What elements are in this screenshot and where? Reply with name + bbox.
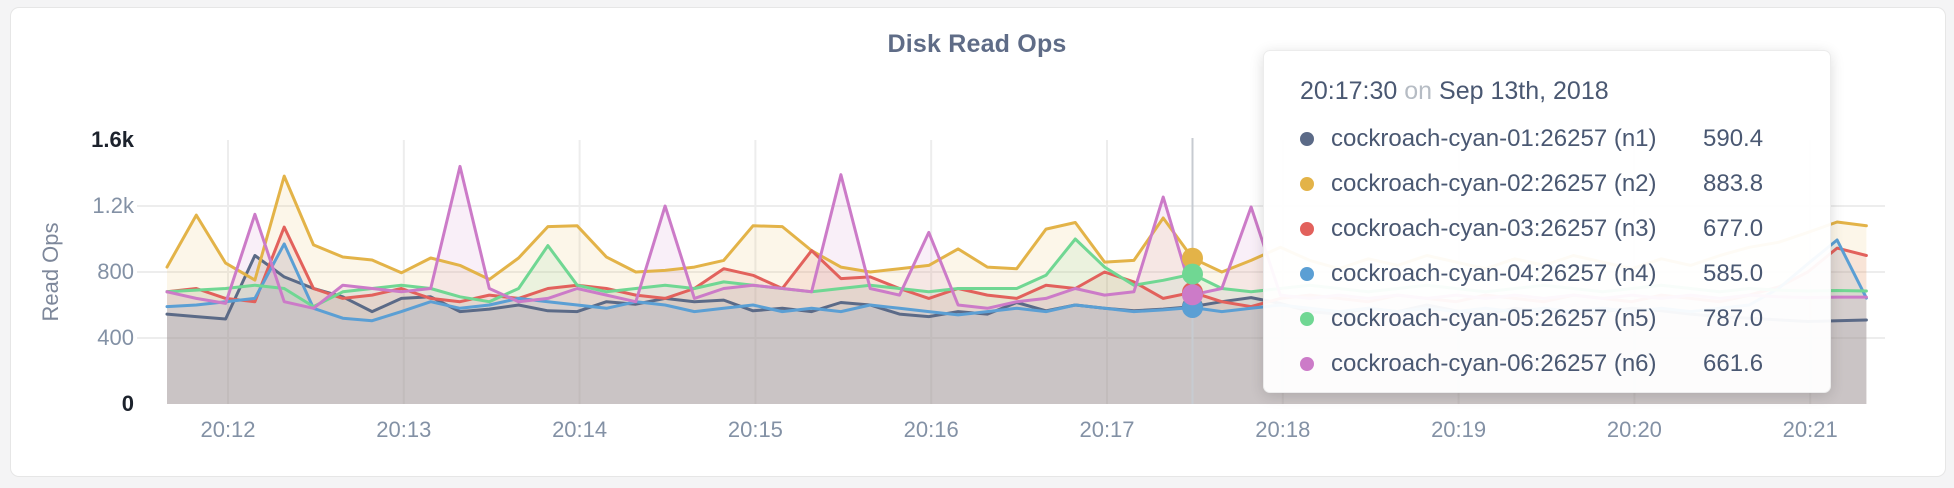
tooltip-row-label: cockroach-cyan-03:26257 (n3)	[1331, 214, 1657, 242]
x-tick-label: 20:21	[1782, 417, 1838, 442]
hover-dot	[1182, 284, 1203, 306]
y-tick-label: 1.6k	[91, 127, 134, 152]
x-tick-label: 20:15	[727, 417, 783, 442]
tooltip-row: cockroach-cyan-01:26257 (n1) 590.4	[1300, 116, 1800, 161]
series-color-dot-icon	[1300, 266, 1314, 281]
tooltip-time: 20:17:30	[1300, 77, 1398, 105]
x-tick-label: 20:12	[200, 417, 256, 442]
tooltip-row-label: cockroach-cyan-06:26257 (n6)	[1331, 349, 1657, 377]
chart-title: Disk Read Ops	[887, 30, 1067, 58]
hover-dot	[1182, 263, 1203, 285]
tooltip-row-value: 787.0	[1703, 304, 1764, 332]
tooltip-row: cockroach-cyan-04:26257 (n4) 585.0	[1300, 251, 1800, 296]
tooltip-row: cockroach-cyan-05:26257 (n5) 787.0	[1300, 296, 1800, 341]
series-color-dot-icon	[1300, 311, 1314, 326]
x-tick-label: 20:13	[376, 417, 432, 442]
tooltip-header: 20:17:30 on Sep 13th, 2018	[1300, 77, 1800, 106]
series-color-dot-icon	[1300, 356, 1314, 371]
y-tick-label: 400	[97, 325, 134, 350]
hover-dot	[1182, 247, 1203, 269]
series-color-dot-icon	[1300, 176, 1314, 191]
y-tick-label: 800	[97, 259, 134, 284]
x-tick-label: 20:20	[1606, 417, 1662, 442]
x-tick-label: 20:14	[552, 417, 608, 442]
tooltip-row-value: 883.8	[1703, 169, 1764, 197]
x-tick-label: 20:19	[1431, 417, 1487, 442]
tooltip-row-value: 661.6	[1703, 349, 1764, 377]
series-color-dot-icon	[1300, 221, 1314, 236]
tooltip-row-label: cockroach-cyan-02:26257 (n2)	[1331, 169, 1657, 197]
tooltip-row-value: 590.4	[1703, 124, 1764, 152]
tooltip-row-label: cockroach-cyan-01:26257 (n1)	[1331, 124, 1657, 152]
y-tick-label: 1.2k	[92, 193, 134, 218]
x-tick-label: 20:18	[1255, 417, 1311, 442]
tooltip-legend: cockroach-cyan-01:26257 (n1) 590.4 cockroa…	[1300, 116, 1800, 386]
tooltip-row-label: cockroach-cyan-04:26257 (n4)	[1331, 259, 1657, 287]
y-tick-label: 0	[121, 391, 134, 416]
tooltip-row: cockroach-cyan-03:26257 (n3) 677.0	[1300, 206, 1800, 251]
tooltip-row-label: cockroach-cyan-05:26257 (n5)	[1331, 304, 1657, 332]
x-tick-label: 20:16	[903, 417, 959, 442]
tooltip-row-value: 677.0	[1703, 214, 1764, 242]
x-tick-label: 20:17	[1079, 417, 1135, 442]
tooltip-row-value: 585.0	[1703, 259, 1764, 287]
hover-tooltip: 20:17:30 on Sep 13th, 2018 cockroach-cya…	[1263, 50, 1831, 393]
series-color-dot-icon	[1300, 131, 1314, 146]
tooltip-conjunction: on	[1404, 77, 1433, 105]
tooltip-date: Sep 13th, 2018	[1439, 77, 1609, 105]
tooltip-row: cockroach-cyan-06:26257 (n6) 661.6	[1300, 341, 1800, 386]
tooltip-row: cockroach-cyan-02:26257 (n2) 883.8	[1300, 161, 1800, 206]
